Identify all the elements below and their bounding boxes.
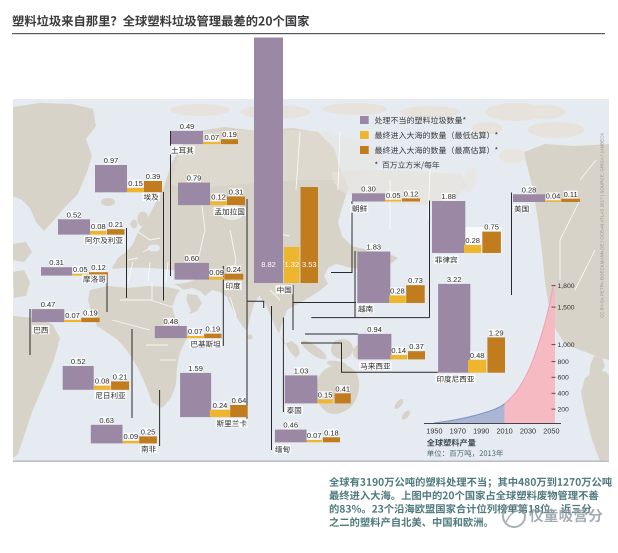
svg-text:0.30: 0.30 [361,184,376,193]
svg-text:0.07: 0.07 [204,133,219,142]
svg-text:0.05: 0.05 [73,265,88,274]
svg-text:0.24: 0.24 [213,401,228,410]
svg-text:800: 800 [558,359,570,366]
svg-text:0.07: 0.07 [188,327,203,336]
svg-text:0.21: 0.21 [108,220,123,229]
svg-text:1970: 1970 [450,427,466,436]
svg-text:0.24: 0.24 [226,265,241,274]
svg-text:0.21: 0.21 [113,372,128,381]
svg-text:0.73: 0.73 [408,276,423,285]
svg-text:1.03: 1.03 [294,366,309,375]
svg-text:CC BY-SA PETRA BOECKMANN.DE /: CC BY-SA PETRA BOECKMANN.DE / OCEAN ATLA… [600,132,605,318]
svg-text:1990: 1990 [473,427,489,436]
svg-text:3.22: 3.22 [447,275,462,284]
svg-text:0.28: 0.28 [522,185,537,194]
svg-text:0.09: 0.09 [124,432,139,441]
svg-text:0.52: 0.52 [71,357,86,366]
svg-text:0.39: 0.39 [146,172,161,181]
svg-text:0.19: 0.19 [206,325,221,334]
svg-text:400: 400 [558,391,570,398]
svg-text:1.83: 1.83 [366,243,381,252]
svg-text:0.12: 0.12 [91,263,106,272]
svg-text:0.19: 0.19 [83,309,98,318]
svg-text:600: 600 [558,375,570,382]
svg-text:1.29: 1.29 [489,328,504,337]
svg-text:0.18: 0.18 [324,428,339,437]
svg-text:0.31: 0.31 [229,188,244,197]
svg-text:0.19: 0.19 [222,130,237,139]
svg-text:0.97: 0.97 [104,156,119,165]
svg-text:0.60: 0.60 [184,254,199,263]
svg-text:0.07: 0.07 [65,311,80,320]
svg-text:0.48: 0.48 [163,317,178,326]
svg-text:2010: 2010 [496,427,512,436]
svg-text:1,500: 1,500 [558,305,575,312]
svg-text:1950: 1950 [426,427,442,436]
svg-text:0.28: 0.28 [465,236,480,245]
svg-text:1,000: 1,000 [558,342,575,349]
svg-text:0.79: 0.79 [187,174,202,183]
svg-text:0.46: 0.46 [283,421,298,430]
svg-text:200: 200 [558,407,570,414]
svg-text:1.59: 1.59 [188,364,203,373]
svg-text:1,800: 1,800 [558,283,575,290]
svg-text:0.15: 0.15 [318,390,333,399]
svg-text:0.94: 0.94 [367,325,382,334]
svg-text:0.12: 0.12 [404,189,419,198]
svg-text:0.63: 0.63 [99,416,114,425]
svg-text:0.64: 0.64 [232,396,247,405]
svg-text:1.32: 1.32 [284,260,299,269]
svg-text:0.25: 0.25 [141,427,156,436]
svg-text:0.48: 0.48 [470,351,485,360]
svg-text:0.41: 0.41 [335,384,350,393]
svg-text:0.47: 0.47 [41,300,56,309]
svg-text:0.04: 0.04 [546,192,561,201]
svg-text:1.88: 1.88 [441,192,456,201]
svg-text:0.08: 0.08 [95,377,110,386]
svg-text:0.11: 0.11 [564,190,578,199]
svg-text:2030: 2030 [520,427,536,436]
svg-text:0.28: 0.28 [390,287,405,296]
svg-text:0.07: 0.07 [307,431,322,440]
svg-text:0.37: 0.37 [409,342,424,351]
svg-text:0.09: 0.09 [209,268,224,277]
svg-text:0.05: 0.05 [386,191,401,200]
svg-text:0.12: 0.12 [211,193,226,202]
svg-text:0.49: 0.49 [180,122,195,131]
svg-text:0.08: 0.08 [91,222,106,231]
svg-text:3.53: 3.53 [302,260,317,269]
svg-text:0.15: 0.15 [128,179,143,188]
svg-text:0.14: 0.14 [391,346,406,355]
svg-text:8.82: 8.82 [261,260,276,269]
svg-text:0.31: 0.31 [49,258,64,267]
svg-text:0.75: 0.75 [484,223,499,232]
svg-text:0.52: 0.52 [67,210,82,219]
svg-text:2050: 2050 [543,427,559,436]
